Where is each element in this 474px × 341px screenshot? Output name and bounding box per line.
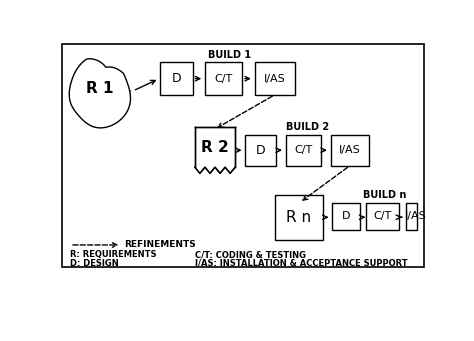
Text: R: REQUIREMENTS: R: REQUIREMENTS: [70, 251, 156, 260]
Bar: [160, 62, 192, 95]
Bar: [255, 62, 295, 95]
Bar: [245, 135, 276, 166]
Text: C/T: CODING & TESTING: C/T: CODING & TESTING: [195, 251, 306, 260]
Bar: [205, 62, 242, 95]
Text: D: D: [172, 72, 181, 85]
Text: REFINEMENTS: REFINEMENTS: [124, 240, 196, 250]
Text: C/T: C/T: [294, 145, 312, 155]
Text: R 2: R 2: [201, 140, 229, 155]
Text: D: D: [342, 211, 350, 222]
Bar: [285, 135, 321, 166]
Text: C/T: C/T: [374, 211, 392, 222]
Text: BUILD n: BUILD n: [363, 190, 406, 200]
Bar: [63, 44, 423, 267]
Bar: [366, 203, 399, 230]
Text: D: DESIGN: D: DESIGN: [70, 259, 119, 268]
Bar: [406, 203, 417, 230]
Text: D: D: [256, 144, 265, 157]
Text: C/T: C/T: [214, 74, 233, 84]
Bar: [332, 203, 360, 230]
Text: I/AS: I/AS: [264, 74, 285, 84]
Text: BUILD 1: BUILD 1: [208, 50, 251, 60]
Bar: [330, 135, 369, 166]
Text: I/AS: I/AS: [405, 211, 427, 222]
Text: I/AS: I/AS: [339, 145, 361, 155]
Text: R n: R n: [286, 210, 311, 225]
Polygon shape: [69, 59, 130, 128]
Text: R 1: R 1: [86, 81, 113, 96]
Bar: [195, 127, 235, 168]
Text: I/AS: INSTALLATION & ACCEPTANCE SUPPORT: I/AS: INSTALLATION & ACCEPTANCE SUPPORT: [195, 259, 408, 268]
Text: BUILD 2: BUILD 2: [286, 122, 329, 132]
Bar: [275, 195, 323, 240]
